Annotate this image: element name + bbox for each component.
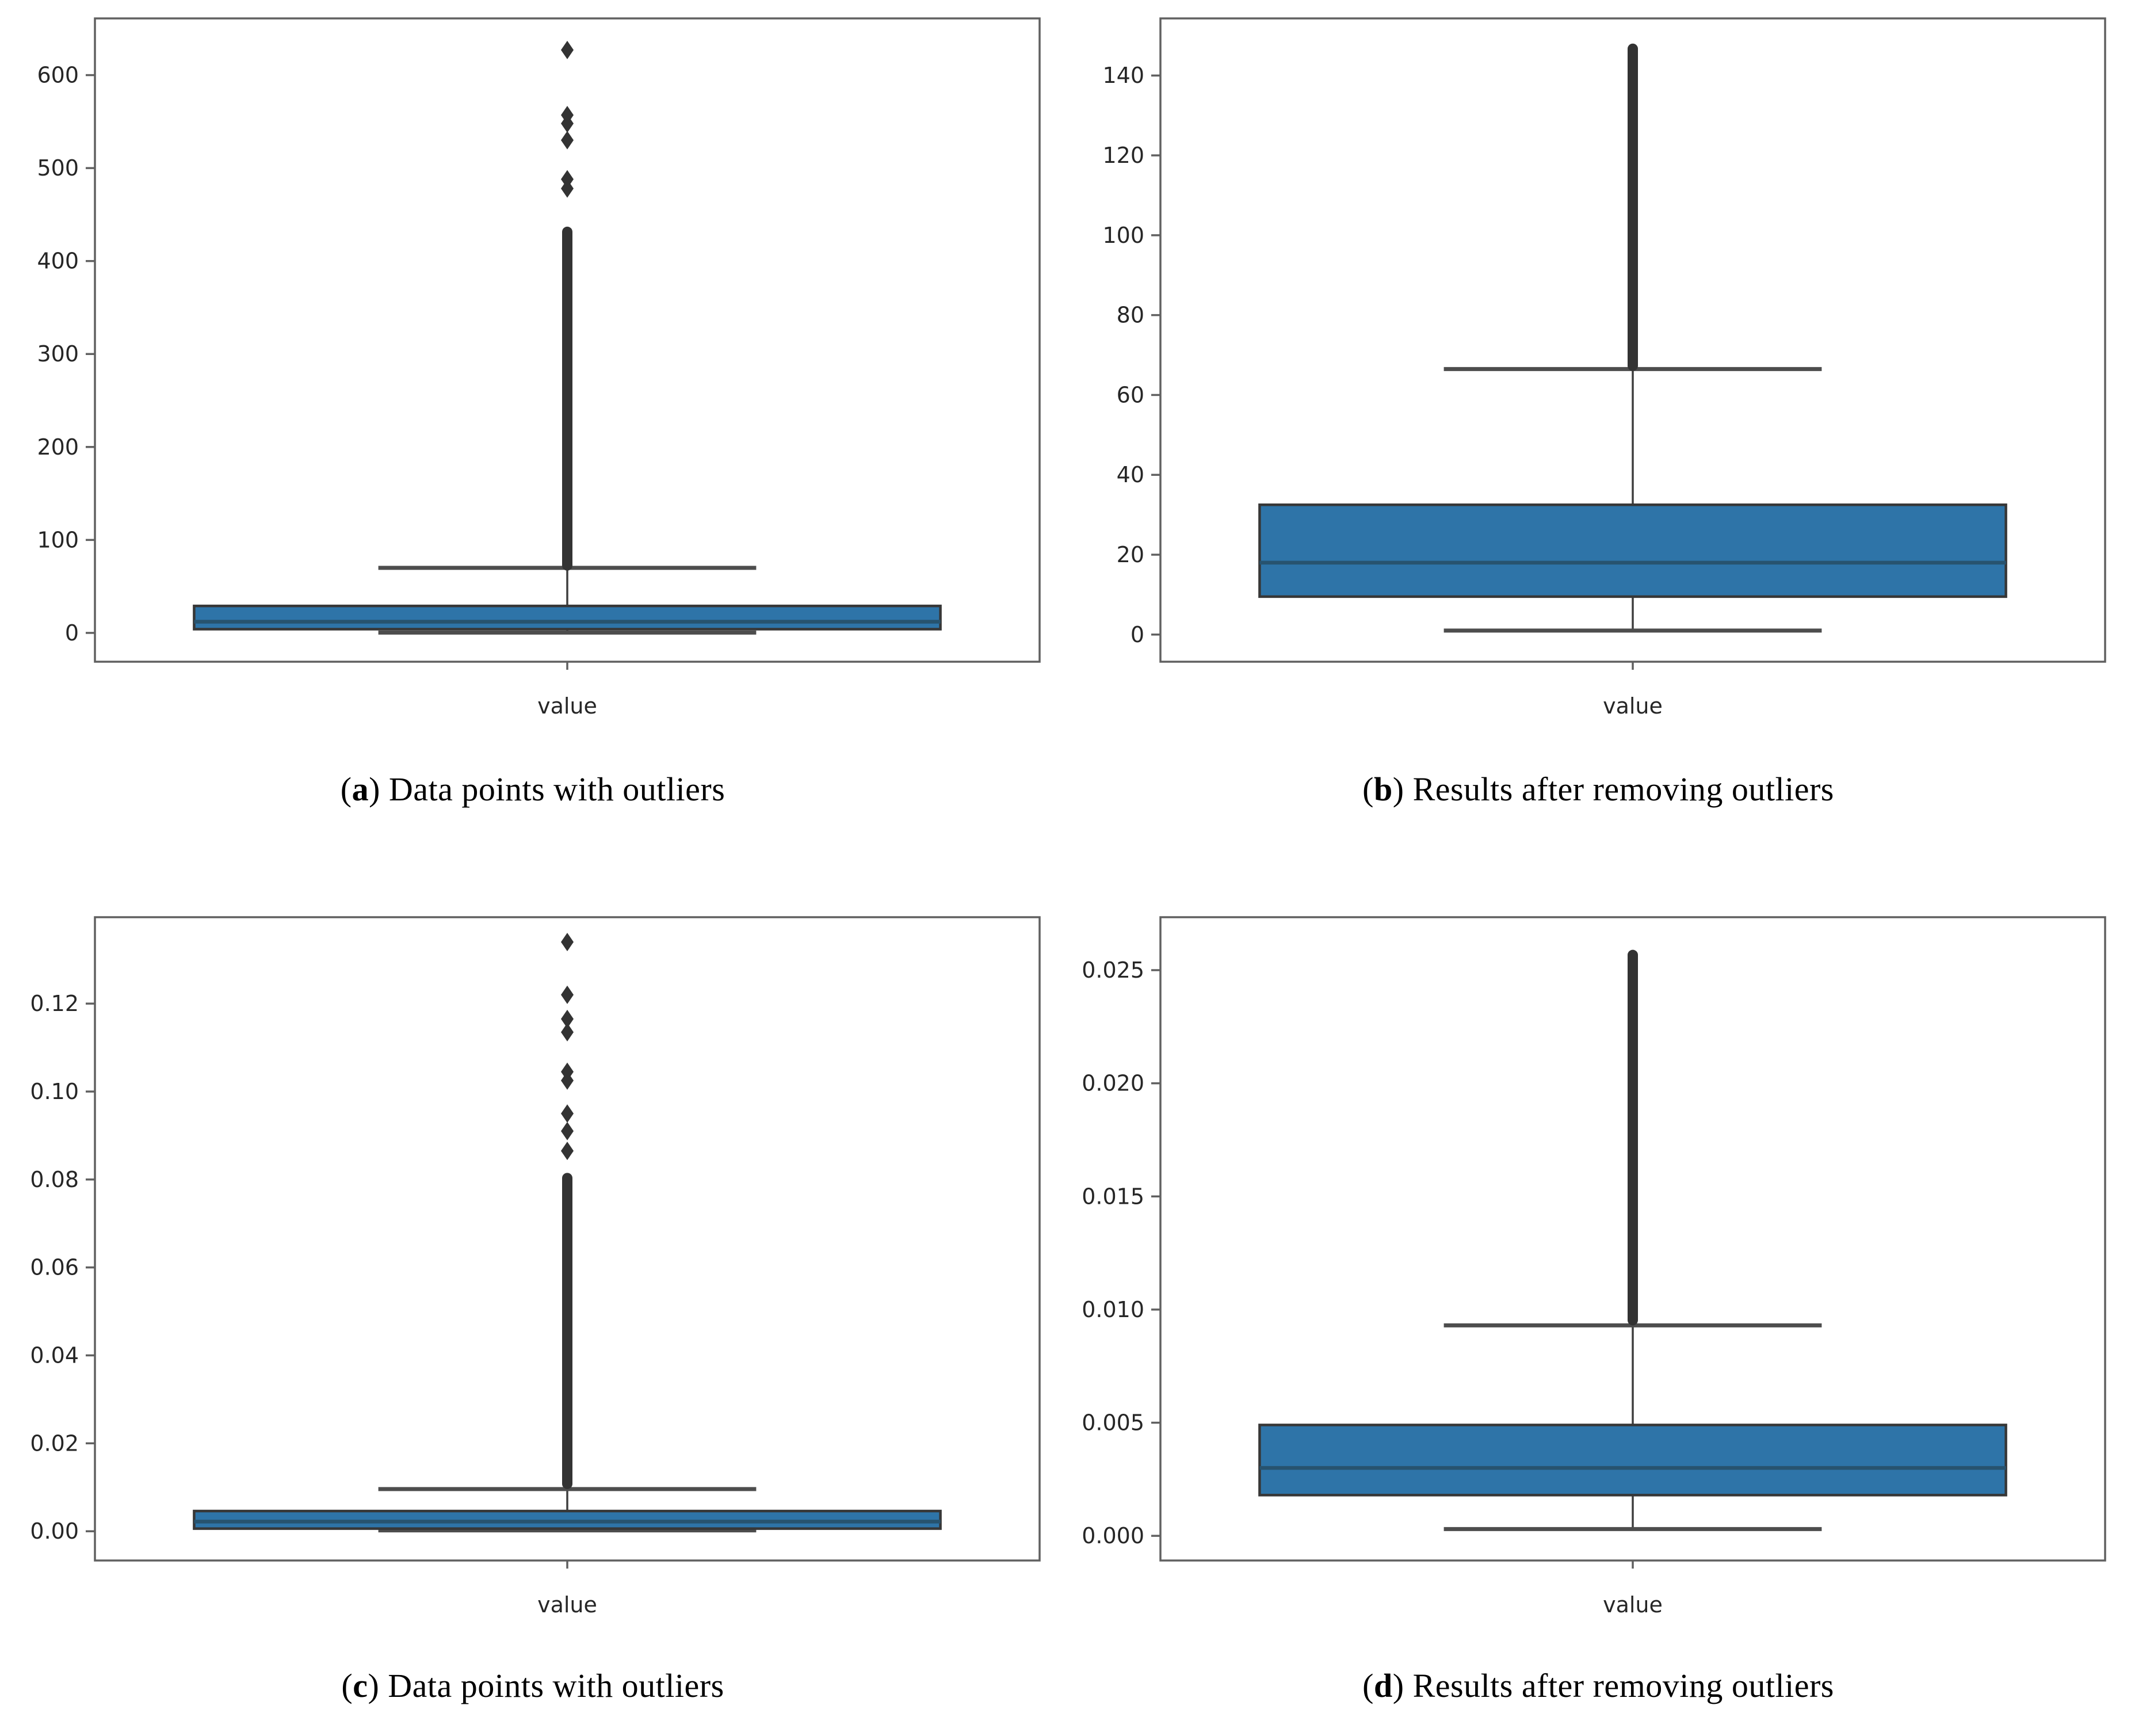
caption-c-close: ) bbox=[368, 1667, 388, 1704]
y-tick-label: 200 bbox=[37, 434, 79, 460]
y-tick-label: 0.08 bbox=[30, 1167, 79, 1192]
y-tick-label: 0.00 bbox=[30, 1518, 79, 1544]
x-axis-label: value bbox=[1603, 693, 1663, 719]
caption-a-open: ( bbox=[340, 770, 352, 808]
caption-b-open: ( bbox=[1362, 770, 1374, 808]
y-tick-label: 0 bbox=[65, 620, 79, 646]
boxplot-panel-c: 0.00 0.02 0.04 0.06 0.08 0.10 0.12 value bbox=[0, 899, 1066, 1647]
box bbox=[1258, 1424, 2007, 1497]
y-tick-label: 0.10 bbox=[30, 1079, 79, 1104]
y-tick-label: 60 bbox=[1117, 382, 1144, 407]
outlier-point bbox=[561, 131, 574, 150]
caption-c: (c) Data points with outliers bbox=[0, 1666, 1066, 1705]
outlier-column bbox=[562, 226, 572, 571]
outlier-point bbox=[561, 179, 574, 198]
caption-d-letter: d bbox=[1373, 1667, 1393, 1704]
caption-d-text: Results after removing outliers bbox=[1412, 1667, 1834, 1704]
y-tick-label: 100 bbox=[1102, 223, 1144, 248]
outlier-point bbox=[561, 1121, 574, 1140]
box bbox=[193, 604, 942, 631]
caption-d-close: ) bbox=[1392, 1667, 1413, 1704]
caption-c-text: Data points with outliers bbox=[388, 1667, 724, 1704]
boxplot-panel-b: 0 20 40 60 80 100 120 140 value bbox=[1066, 0, 2131, 748]
caption-a-close: ) bbox=[369, 770, 389, 808]
y-tick-label: 120 bbox=[1102, 143, 1144, 168]
boxplot-chart-b: 0 20 40 60 80 100 120 140 value bbox=[1102, 17, 2106, 719]
x-axis-label: value bbox=[537, 1592, 597, 1617]
outlier-point bbox=[561, 170, 574, 189]
outlier-point bbox=[561, 985, 574, 1004]
boxplot-chart-c: 0.00 0.02 0.04 0.06 0.08 0.10 0.12 value bbox=[30, 916, 1041, 1617]
outlier-point bbox=[561, 933, 574, 952]
caption-b-letter: b bbox=[1373, 770, 1393, 808]
x-axis-label: value bbox=[537, 693, 597, 719]
outlier-point bbox=[561, 1009, 574, 1028]
y-tick-label: 80 bbox=[1117, 303, 1144, 328]
caption-a-text: Data points with outliers bbox=[388, 770, 725, 808]
caption-a-letter: a bbox=[352, 770, 369, 808]
outlier-point bbox=[561, 1104, 574, 1123]
caption-d: (d) Results after removing outliers bbox=[1066, 1666, 2131, 1705]
outlier-point bbox=[561, 1022, 574, 1041]
caption-b: (b) Results after removing outliers bbox=[1066, 770, 2131, 808]
boxplot-panel-d: 0.000 0.005 0.010 0.015 0.020 0.025 value bbox=[1066, 899, 2131, 1647]
y-tick-label: 400 bbox=[37, 249, 79, 274]
y-tick-label: 0 bbox=[1131, 622, 1144, 647]
y-tick-label: 300 bbox=[37, 341, 79, 367]
y-tick-label: 0.015 bbox=[1082, 1184, 1144, 1209]
caption-b-close: ) bbox=[1392, 770, 1413, 808]
boxplot-panel-a: 0 100 200 300 400 500 600 value bbox=[0, 0, 1066, 748]
y-tick-label: 0.020 bbox=[1082, 1071, 1144, 1096]
caption-d-open: ( bbox=[1362, 1667, 1374, 1704]
y-tick-label: 0.025 bbox=[1082, 957, 1144, 983]
caption-c-open: ( bbox=[341, 1667, 353, 1704]
x-axis-label: value bbox=[1603, 1592, 1663, 1617]
y-tick-label: 0.000 bbox=[1082, 1523, 1144, 1548]
outlier-point bbox=[561, 1071, 574, 1090]
y-tick-label: 0.06 bbox=[30, 1255, 79, 1280]
outlier-point bbox=[561, 1142, 574, 1161]
boxplot-chart-d: 0.000 0.005 0.010 0.015 0.020 0.025 value bbox=[1082, 916, 2106, 1617]
caption-c-letter: c bbox=[353, 1667, 368, 1704]
y-tick-label: 40 bbox=[1117, 462, 1144, 487]
outlier-point bbox=[561, 40, 574, 59]
y-tick-label: 0.02 bbox=[30, 1430, 79, 1456]
caption-b-text: Results after removing outliers bbox=[1412, 770, 1834, 808]
y-tick-label: 100 bbox=[37, 527, 79, 552]
caption-a: (a) Data points with outliers bbox=[0, 770, 1066, 808]
boxplot-chart-a: 0 100 200 300 400 500 600 value bbox=[37, 17, 1041, 719]
y-tick-label: 0.04 bbox=[30, 1343, 79, 1368]
y-tick-label: 0.005 bbox=[1082, 1410, 1144, 1436]
box bbox=[1258, 503, 2007, 598]
y-tick-label: 600 bbox=[37, 63, 79, 88]
y-tick-label: 20 bbox=[1117, 542, 1144, 567]
y-tick-label: 0.010 bbox=[1082, 1297, 1144, 1322]
outlier-point bbox=[561, 114, 574, 133]
outlier-column bbox=[562, 1173, 572, 1489]
y-tick-label: 140 bbox=[1102, 63, 1144, 88]
outlier-column bbox=[1628, 43, 1638, 371]
outlier-column bbox=[1628, 949, 1638, 1326]
y-tick-label: 0.12 bbox=[30, 991, 79, 1016]
y-tick-label: 500 bbox=[37, 155, 79, 181]
